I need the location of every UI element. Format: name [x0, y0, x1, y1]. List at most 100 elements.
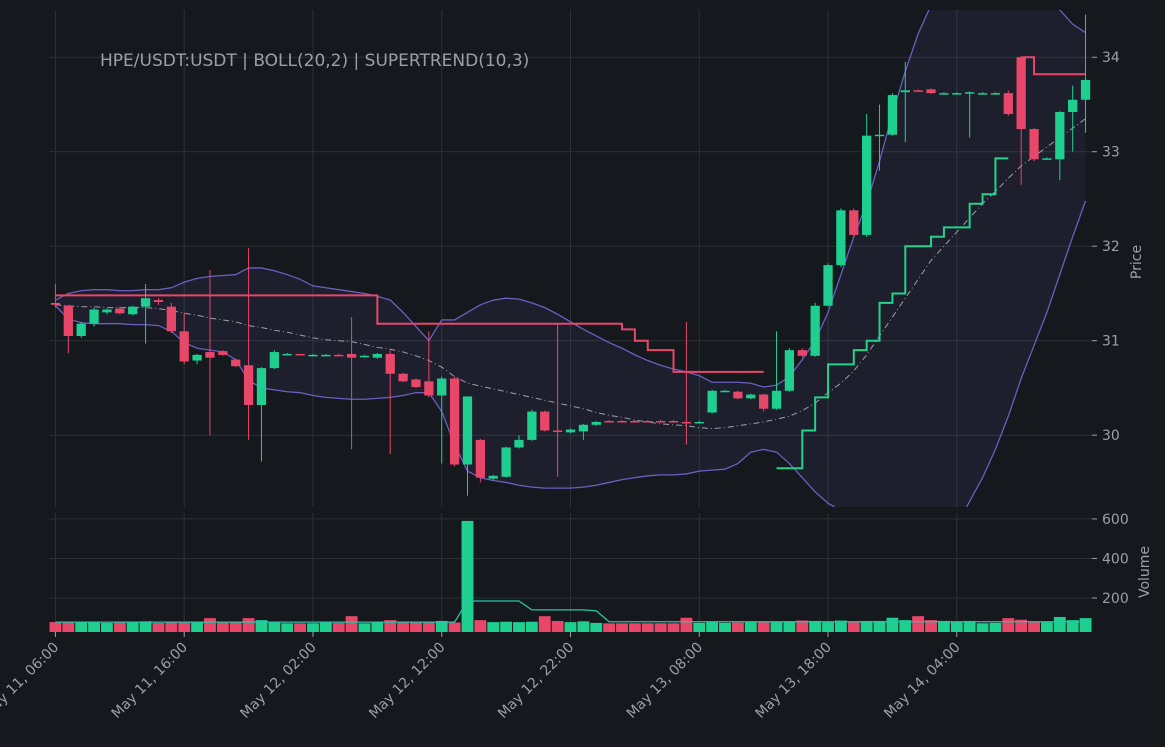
volume-bar [912, 616, 925, 632]
candle-body [346, 353, 357, 358]
candle-body [475, 439, 485, 478]
candle-body [437, 378, 447, 396]
candle-body [977, 93, 988, 95]
x-tick-label: May 14, 04:00 [881, 640, 963, 722]
volume-bar [693, 622, 706, 632]
volume-bar [551, 620, 564, 632]
volume-bar [744, 622, 757, 632]
volume-bar [422, 621, 435, 632]
volume-bar [654, 623, 667, 632]
candle-body [1003, 93, 1013, 114]
volume-bar [229, 622, 242, 632]
volume-bar [1040, 622, 1053, 632]
volume-tick-label: 600 [1102, 512, 1129, 528]
volume-bar [925, 620, 937, 632]
supertrend-down [55, 56, 1086, 373]
volume-bar [113, 622, 126, 632]
candle-body [449, 378, 460, 465]
volume-bar [796, 620, 809, 632]
candle-body [424, 381, 434, 396]
volume-bar [435, 620, 448, 632]
volume-bar [680, 617, 693, 632]
volume-bar [641, 623, 654, 632]
volume-bar [899, 620, 912, 632]
chart-title: HPE/USDT:USDT | BOLL(20,2) | SUPERTREND(… [100, 51, 529, 71]
volume-bar [719, 622, 731, 632]
volume-bar [886, 617, 899, 632]
candle-body [269, 352, 279, 369]
candle-body [565, 429, 576, 433]
candle-body [295, 353, 305, 356]
volume-bar [834, 620, 847, 632]
candle-body [334, 354, 344, 357]
candle-body [398, 373, 408, 382]
volume-bar [294, 623, 307, 632]
candle-body [849, 210, 859, 235]
candle-body [1042, 158, 1052, 160]
volume-bar [75, 622, 88, 632]
candle-body [810, 305, 820, 356]
candle-body [656, 421, 666, 423]
volume-bar [126, 621, 139, 632]
price-panel [50, 10, 1091, 507]
candle-body [50, 302, 61, 305]
candle-body [733, 391, 743, 399]
volume-bar [757, 621, 770, 632]
candle-body [321, 354, 331, 357]
volume-bar [165, 622, 178, 632]
candle-body [192, 354, 202, 361]
volume-bar [191, 622, 204, 632]
candle-body [823, 265, 833, 306]
volume-bar [371, 622, 384, 632]
volume-axis-label: Volume [1137, 546, 1153, 598]
candle-body [694, 421, 704, 424]
volume-bar [152, 622, 165, 632]
volume-bar [1002, 618, 1015, 632]
volume-bar [500, 621, 513, 632]
volume-bar [62, 622, 75, 632]
volume-bar [706, 621, 719, 632]
candle-body [527, 411, 537, 440]
volume-bar [448, 622, 461, 632]
candle-body [887, 95, 898, 135]
volume-bar [628, 623, 641, 632]
volume-bar [307, 623, 319, 632]
candle-body [153, 300, 164, 302]
candle-body [784, 350, 795, 391]
candle-body [630, 421, 640, 423]
volume-ma [55, 600, 1086, 623]
middle-band [55, 118, 1086, 430]
volume-bar [731, 622, 744, 632]
volume-bar [809, 620, 822, 632]
candle-body [681, 421, 692, 424]
volume-bar [474, 620, 487, 632]
candle-body [604, 421, 614, 423]
x-tick-label: May 11, 16:00 [109, 640, 191, 722]
candle-body [140, 298, 151, 307]
volume-bar [139, 621, 152, 632]
candle-body [282, 353, 292, 356]
candle-body [952, 93, 962, 95]
candle-body [900, 90, 910, 93]
volume-bar [319, 622, 332, 632]
volume-bar [770, 622, 783, 632]
candle-body [707, 390, 717, 413]
volume-bar [937, 620, 950, 632]
candle-body [462, 396, 473, 465]
volume-bar [1066, 620, 1079, 632]
candle-body [115, 308, 125, 314]
candle-body [514, 439, 524, 448]
volume-bar [216, 622, 229, 632]
volume-bar [242, 618, 255, 632]
volume-tick-label: 400 [1102, 551, 1129, 567]
y-tick-label: 32 [1102, 239, 1120, 255]
volume-bar [384, 620, 397, 632]
volume-bar [989, 622, 1002, 632]
candle-body [243, 365, 254, 405]
volume-bar [603, 623, 616, 632]
candle-body [965, 92, 975, 94]
volume-bar [358, 623, 371, 632]
candle-body [256, 368, 267, 405]
